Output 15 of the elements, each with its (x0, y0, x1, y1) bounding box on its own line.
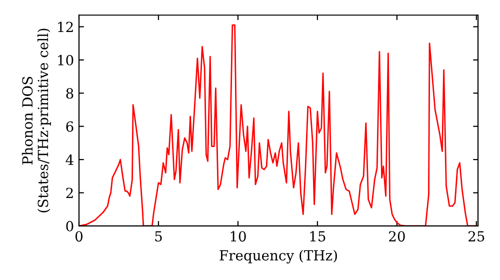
x-tick-label: 0 (75, 231, 82, 242)
x-tick-label: 10 (230, 231, 246, 242)
x-tick-label: 25 (468, 231, 484, 242)
y-tick-label: 2 (66, 188, 73, 198)
y-tick-label: 10 (58, 54, 74, 66)
y-axis-title: Phonon DOS (States/THz·primitive cell) (22, 28, 51, 212)
x-tick-label: 20 (389, 231, 405, 242)
y-tick-label: 12 (58, 22, 73, 32)
y-tick-label: 4 (66, 154, 74, 165)
y-tick-label: 8 (66, 88, 74, 99)
x-tick-label: 15 (310, 231, 326, 242)
x-tick-label: 5 (155, 231, 162, 242)
y-tick-label: 6 (66, 121, 74, 132)
x-axis-title: Frequency (THz) (220, 250, 337, 264)
y-tick-label: 0 (66, 220, 74, 232)
